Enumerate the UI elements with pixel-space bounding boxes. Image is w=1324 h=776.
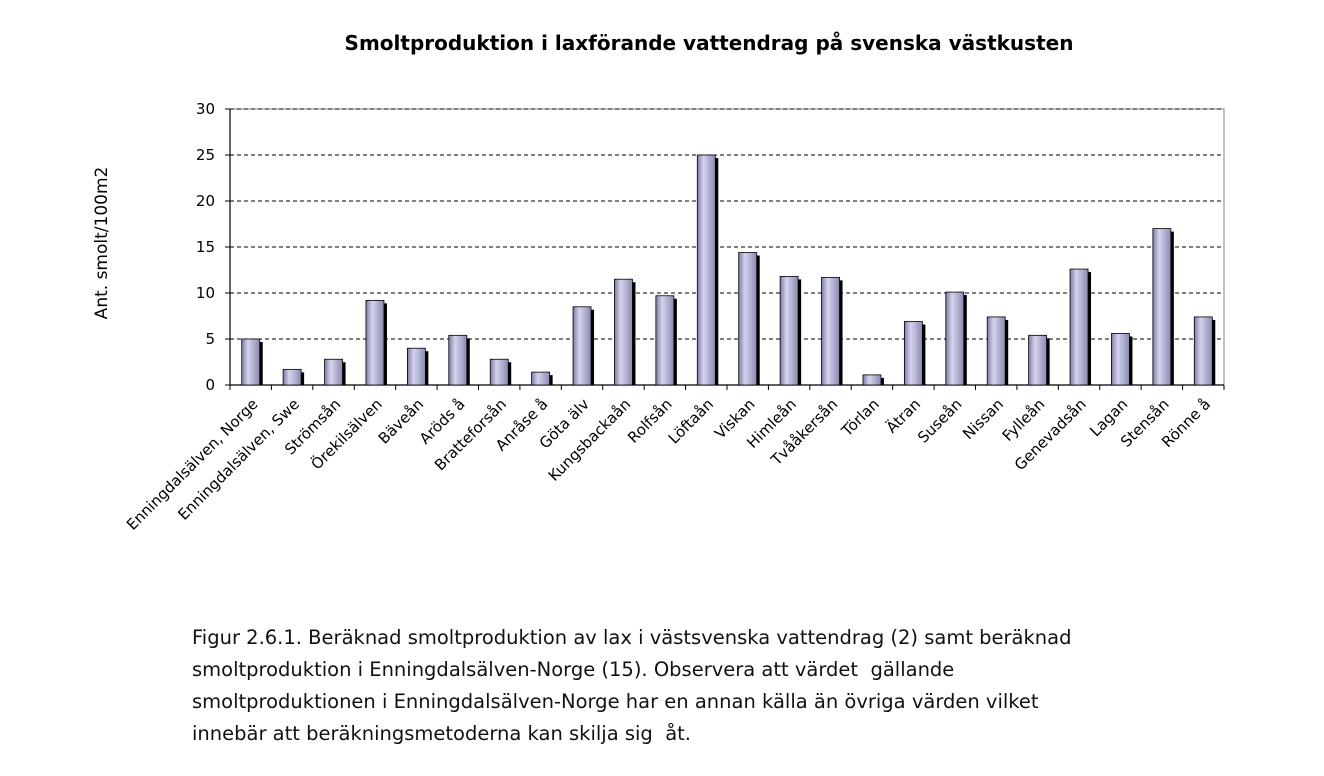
y-tick-label: 10 (196, 284, 215, 302)
x-category-label: Örekilsälven (307, 394, 386, 473)
bar (903, 321, 923, 386)
x-category-label: Löftaån (665, 395, 717, 447)
bar-chart: Smoltproduktion i laxförande vattendrag … (92, 31, 1225, 534)
caption-line-1: Figur 2.6.1. Beräknad smoltproduktion av… (192, 626, 1072, 649)
y-tick-label: 5 (205, 330, 215, 348)
bar (324, 358, 343, 386)
bar (945, 291, 965, 386)
figure-caption: Figur 2.6.1. Beräknad smoltproduktion av… (192, 622, 1272, 750)
y-tick-label: 25 (196, 146, 215, 164)
bar (572, 306, 592, 386)
y-tick-label: 20 (196, 192, 215, 210)
bar (821, 276, 840, 386)
bar (862, 374, 882, 386)
bar (489, 358, 509, 386)
bar (1193, 316, 1213, 386)
bar (365, 299, 385, 386)
bar (1111, 333, 1130, 386)
caption-line-2: smoltproduktion i Enningdalsälven-Norge … (192, 658, 955, 681)
y-tick-label: 30 (196, 100, 215, 118)
bar (614, 278, 633, 386)
x-category-label: Nissan (959, 395, 1007, 443)
chart-title: Smoltproduktion i laxförande vattendrag … (345, 31, 1074, 55)
bar (655, 295, 675, 386)
bar (531, 371, 551, 386)
bar (1152, 228, 1172, 386)
y-tick-label: 15 (196, 238, 215, 256)
bar (986, 316, 1006, 386)
bar (406, 347, 426, 386)
bar (1069, 268, 1089, 386)
bar (282, 368, 302, 386)
bar (448, 334, 468, 386)
x-category-label: Suseån (914, 395, 965, 446)
bar (241, 338, 261, 386)
caption-line-3: smoltproduktionen i Enningdalsälven-Norg… (192, 690, 1039, 713)
y-tick-label: 0 (205, 376, 215, 394)
bar (1028, 334, 1048, 386)
bar (696, 154, 716, 386)
x-category-label: Törlan (837, 395, 883, 441)
y-axis-label: Ant. smolt/100m2 (92, 167, 112, 320)
bar (738, 252, 758, 386)
bar (779, 276, 799, 386)
caption-line-4: innebär att beräkningsmetoderna kan skil… (192, 722, 692, 745)
